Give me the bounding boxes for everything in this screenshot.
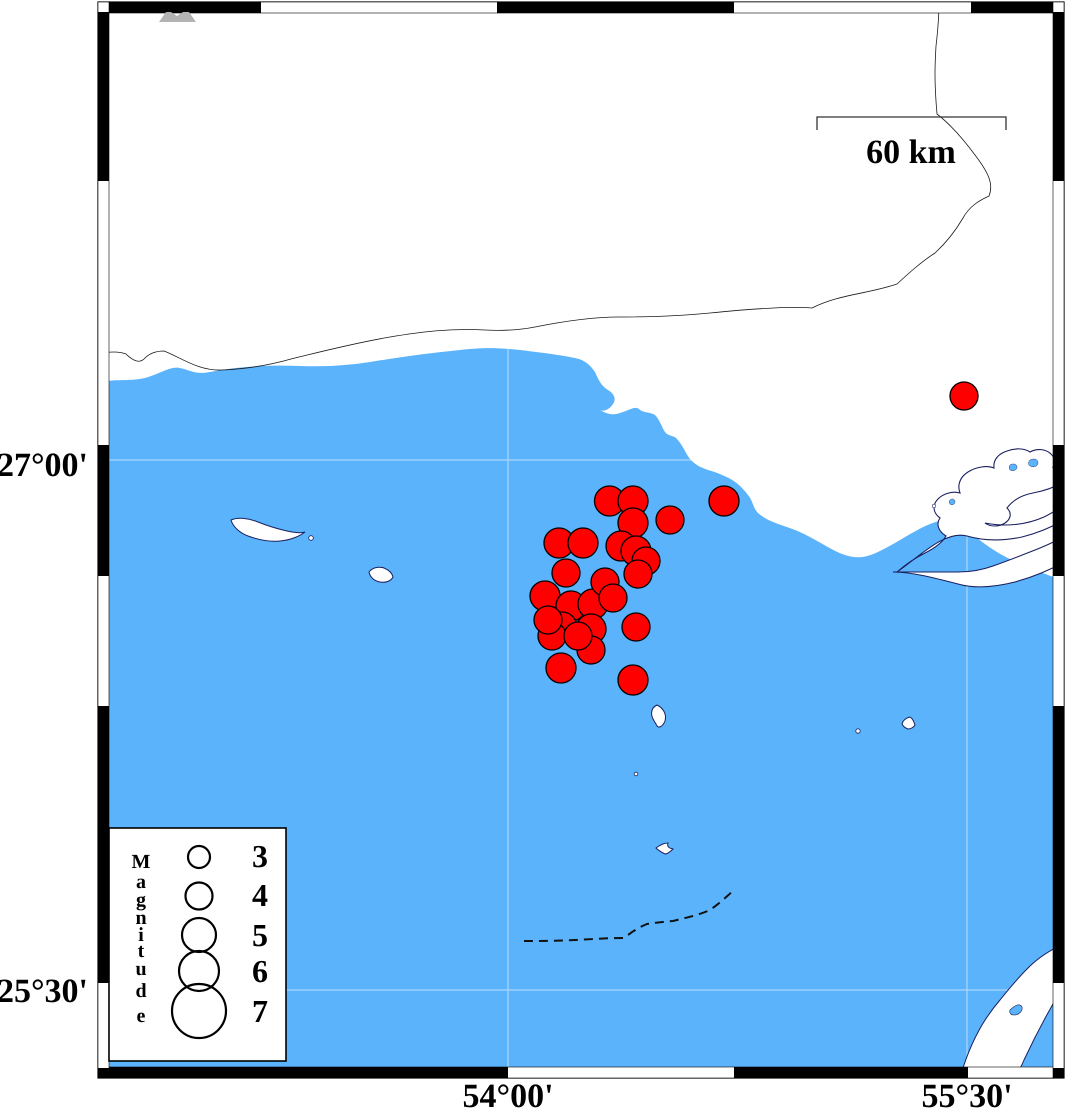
svg-text:7: 7 [252, 993, 268, 1029]
svg-text:d: d [135, 980, 146, 1002]
svg-text:60 km: 60 km [866, 134, 956, 171]
svg-text:M: M [132, 851, 151, 873]
svg-text:4: 4 [252, 877, 268, 913]
svg-text:3: 3 [252, 838, 268, 874]
svg-text:6: 6 [252, 953, 268, 989]
svg-text:e: e [137, 1005, 146, 1027]
svg-text:25°30': 25°30' [0, 973, 88, 1010]
svg-text:5: 5 [252, 917, 268, 953]
svg-text:55°30': 55°30' [921, 1078, 1012, 1113]
svg-text:u: u [135, 958, 146, 980]
svg-text:27°00': 27°00' [0, 447, 88, 484]
svg-text:54°00': 54°00' [462, 1078, 553, 1113]
